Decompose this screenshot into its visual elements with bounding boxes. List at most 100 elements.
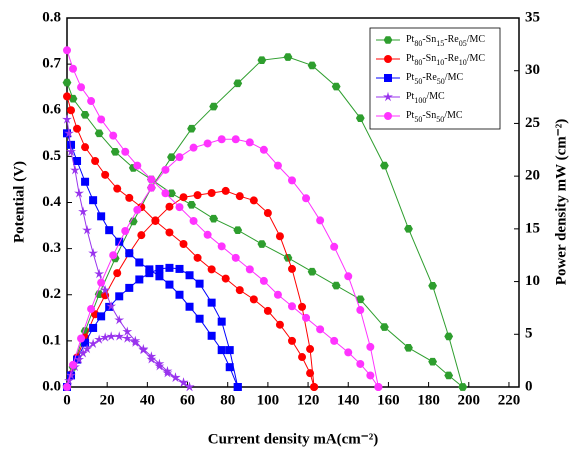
potential-marker (155, 272, 164, 281)
legend-label-part: Pt (406, 72, 415, 83)
power-marker (184, 381, 195, 392)
potential-marker (287, 302, 296, 311)
power-marker (189, 143, 198, 152)
power-marker (89, 323, 98, 332)
y-tick-label: 0.0 (42, 378, 61, 394)
power-marker (207, 189, 216, 198)
potential-marker (175, 203, 184, 212)
potential-marker (147, 175, 156, 184)
potential-marker (101, 170, 110, 179)
power-marker (145, 269, 154, 278)
potential-marker (109, 131, 118, 140)
potential-marker (259, 276, 268, 285)
legend-label-part: 50 (414, 77, 422, 86)
potential-marker (273, 290, 282, 299)
power-marker (69, 360, 78, 369)
potential-marker (302, 313, 311, 322)
potential-marker (193, 253, 202, 262)
potential-marker (64, 128, 74, 138)
power-marker (170, 372, 181, 382)
potential-marker (203, 230, 212, 239)
power-marker (147, 183, 156, 192)
potential-marker (233, 226, 243, 234)
legend-label-part: -Re (444, 53, 459, 64)
y2-tick-label: 5 (525, 326, 533, 342)
y-tick-label: 0.7 (42, 56, 61, 72)
power-marker (138, 343, 149, 354)
potential-marker (428, 357, 438, 366)
power-marker (245, 138, 254, 147)
potential-marker (165, 228, 174, 237)
potential-line (66, 133, 239, 388)
potential-marker (106, 301, 117, 311)
potential-marker (135, 258, 144, 267)
potential-marker (80, 111, 90, 119)
power-marker (366, 342, 375, 351)
legend-label: Pt50-Sn50/MC (406, 110, 463, 124)
x-tick-label: 40 (140, 392, 155, 408)
potential-marker (207, 265, 216, 274)
x-tick-label: 160 (377, 392, 400, 408)
potential-marker (62, 114, 72, 124)
power-marker (78, 348, 89, 358)
potential-marker (105, 226, 114, 235)
potential-marker (165, 280, 174, 289)
power-marker (130, 337, 141, 347)
potential-marker (88, 248, 99, 258)
power-marker (167, 153, 176, 161)
potential-marker (73, 124, 82, 133)
potential-marker (217, 242, 226, 251)
legend-label: Pt80-Sn10-Re10/MC (406, 53, 485, 67)
legend-label-part: /MC (445, 72, 464, 83)
power-marker (217, 317, 226, 326)
potential-marker (81, 143, 90, 152)
power-marker (113, 269, 122, 278)
potential-marker (63, 92, 71, 101)
power-marker (195, 279, 204, 288)
potential-marker (73, 156, 82, 165)
y-tick-label: 0.1 (42, 332, 61, 348)
power-marker (259, 145, 268, 154)
potential-marker (207, 331, 216, 340)
potential-marker (133, 161, 142, 170)
power-marker (77, 334, 86, 343)
y2-axis-label: Power density mW (cm⁻²) (553, 119, 569, 285)
potential-marker (110, 147, 120, 156)
power-marker (125, 283, 134, 292)
power-marker (302, 194, 311, 203)
potential-marker (122, 326, 133, 336)
legend-marker (383, 36, 393, 44)
potential-marker (78, 206, 89, 216)
potential-marker (225, 363, 234, 372)
potential-marker (94, 268, 105, 279)
potential-line (66, 96, 315, 388)
x-tick-label: 80 (220, 392, 235, 408)
x-tick-label: 0 (63, 392, 71, 408)
x-tick-label: 220 (498, 392, 521, 408)
potential-marker (356, 359, 365, 368)
y-tick-label: 0.2 (42, 286, 61, 302)
legend-label-part: 50 (414, 115, 422, 124)
potential-marker (113, 184, 122, 193)
y2-tick-label: 15 (525, 220, 540, 236)
power-marker (178, 377, 189, 387)
potential-marker (221, 274, 230, 283)
power-marker (283, 53, 293, 61)
legend-label-part: -Re (444, 34, 459, 45)
power-marker (115, 292, 124, 301)
power-marker (82, 343, 93, 354)
potential-marker (298, 353, 307, 362)
legend-label-part: 15 (436, 39, 444, 48)
power-marker (105, 302, 114, 311)
potential-marker (231, 253, 240, 262)
potential-marker (97, 212, 106, 221)
y-axis-label: Potential (V) (11, 161, 27, 243)
potential-marker (175, 290, 184, 299)
potential-marker (91, 156, 100, 165)
potential-marker (70, 165, 80, 175)
power-marker (151, 216, 160, 225)
power-marker (87, 304, 96, 313)
potential-marker (74, 188, 84, 198)
legend-label-part: 05 (459, 39, 467, 48)
